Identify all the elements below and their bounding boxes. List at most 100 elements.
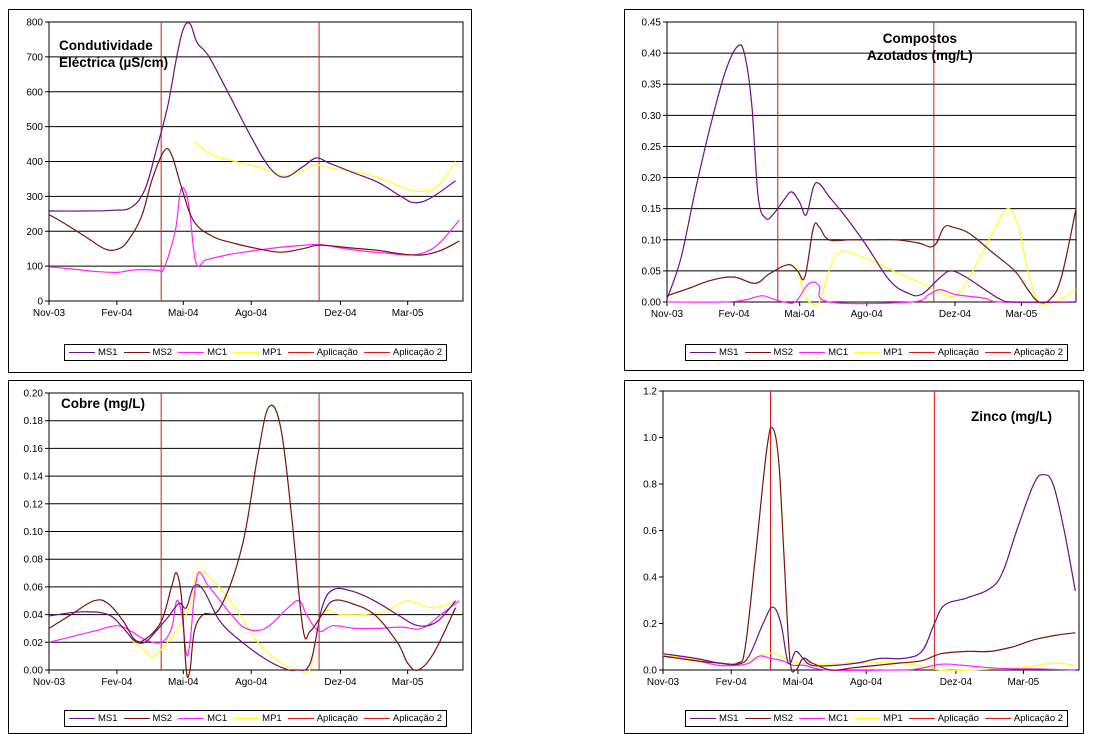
legend-item: MS2 — [123, 347, 172, 358]
chart-title: Cobre (mg/L) — [61, 395, 145, 412]
series-line-mc1 — [662, 655, 1076, 671]
legend-label: Aplicação — [316, 713, 358, 724]
y-tick-label: 0.20 — [24, 389, 44, 400]
legend-label: MS2 — [773, 713, 794, 724]
x-tick-label: Dez-04 — [939, 309, 972, 320]
series-line-ms2 — [48, 404, 457, 678]
x-tick-label: Mai-04 — [783, 677, 814, 688]
plot-area — [48, 392, 464, 671]
chart-title-line-1: Condutividade — [59, 38, 153, 53]
legend-label: MC1 — [207, 347, 228, 358]
legend-label: MP1 — [262, 347, 282, 358]
series-line-mp1 — [662, 652, 1076, 672]
y-tick-label: 0 — [37, 297, 43, 308]
legend-swatch — [799, 352, 826, 353]
y-tick-label: 0.06 — [24, 582, 44, 593]
x-tick-label: Fev-04 — [101, 677, 133, 688]
legend-item: MS1 — [69, 713, 118, 724]
series-line-mp1 — [193, 141, 457, 192]
x-tick-label: Ago-04 — [235, 308, 268, 319]
x-tick-label: Mar-05 — [1005, 309, 1037, 320]
y-tick-label: 1.2 — [643, 387, 657, 398]
y-tick-label: 0.6 — [643, 526, 657, 537]
legend-swatch — [854, 718, 881, 719]
legend-item: MC1 — [799, 347, 848, 358]
x-tick-label: Ago-04 — [850, 677, 883, 688]
y-tick-label: 0.02 — [24, 638, 44, 649]
legend-swatch — [908, 718, 935, 719]
series-line-ms1 — [48, 584, 457, 672]
y-tick-label: 0.25 — [642, 142, 662, 153]
chart-panel-condutividade: 0 100 200 300 400 500 600 700 800 Nov-03 Fev-04 Mai… — [8, 9, 472, 373]
chart-cobre-svg: 0.00 0.02 0.04 0.06 0.08 0.10 0.12 0.14 0.16 0.18… — [24, 389, 464, 688]
series-line-ms2 — [662, 426, 1076, 673]
legend-item: MS1 — [69, 347, 118, 358]
legend-item: MS1 — [690, 347, 739, 358]
legend-label: MS2 — [773, 347, 794, 358]
series-line-ms2 — [48, 147, 460, 256]
chart-title: Condutividade Eléctrica (µS/cm) — [59, 37, 168, 71]
y-tick-label: 0.12 — [24, 499, 44, 510]
x-tick-label: Nov-03 — [33, 677, 66, 688]
legend-item: Aplicação 2 — [984, 347, 1063, 358]
legend-swatch — [123, 352, 150, 353]
series-line-mc1 — [666, 281, 1077, 305]
legend-label: Aplicação — [937, 347, 979, 358]
legend-swatch — [363, 718, 390, 719]
legend-swatch — [908, 352, 935, 353]
legend-swatch — [744, 352, 771, 353]
x-tick-label: Fev-04 — [719, 309, 751, 320]
series-line-ms2 — [666, 208, 1077, 304]
series-line-mc1 — [48, 187, 460, 274]
x-tick-label: Ago-04 — [851, 309, 884, 320]
legend-swatch — [123, 718, 150, 719]
x-tick-label: Nov-03 — [33, 308, 66, 319]
legend-item: MS1 — [690, 713, 739, 724]
chart-title: Zinco (mg/L) — [971, 408, 1052, 425]
legend-label: MS1 — [719, 347, 739, 358]
y-tick-label: 400 — [26, 157, 43, 168]
y-tick-label: 0.40 — [642, 49, 662, 60]
y-tick-label: 700 — [26, 52, 43, 63]
chart-legend: MS1 MS2 MC1 MP1 Aplicação Aplicação 2 — [64, 710, 448, 727]
legend-swatch — [233, 352, 260, 353]
legend-label: MP1 — [262, 713, 282, 724]
legend-label: MC1 — [828, 347, 849, 358]
x-tick-label: Dez-04 — [940, 677, 973, 688]
x-tick-label: Mar-05 — [392, 308, 424, 319]
legend-item: Aplicação — [287, 713, 358, 724]
y-tick-label: 0.2 — [643, 619, 657, 630]
legend-item: MC1 — [799, 713, 848, 724]
legend-label: MC1 — [828, 713, 849, 724]
legend-swatch — [233, 718, 260, 719]
legend-swatch — [984, 352, 1011, 353]
chart-title-line-1: Cobre (mg/L) — [61, 396, 145, 411]
legend-item: Aplicação — [908, 347, 979, 358]
y-tick-label: 300 — [26, 192, 43, 203]
plot-area — [48, 21, 464, 302]
y-tick-label: 0.35 — [642, 80, 662, 91]
legend-item: MS2 — [123, 713, 173, 724]
y-tick-label: 0.15 — [642, 204, 662, 215]
y-tick-label: 0.10 — [642, 235, 662, 246]
legend-label: MS1 — [98, 347, 118, 358]
legend-item: MP1 — [854, 713, 903, 724]
y-tick-label: 0.18 — [24, 416, 44, 427]
x-tick-label: Mai-04 — [784, 309, 815, 320]
legend-swatch — [287, 352, 314, 353]
chart-title-line-2: Azotados (mg/L) — [867, 48, 973, 63]
chart-compostos-svg: 0.00 0.05 0.10 0.15 0.20 0.25 0.30 0.35 0.40 0.45… — [642, 18, 1077, 320]
y-tick-label: 0.16 — [24, 444, 44, 455]
legend-swatch — [287, 718, 314, 719]
x-tick-label: Dez-04 — [324, 308, 357, 319]
legend-label: MS2 — [152, 713, 173, 724]
chart-zinco-svg: 0.0 0.2 0.4 0.6 0.8 1.0 1.2 Nov-03 Fev-04 Mai-04 A… — [643, 387, 1080, 688]
y-tick-label: 0.20 — [642, 173, 662, 184]
y-tick-label: 0.08 — [24, 555, 44, 566]
plot-area — [666, 21, 1077, 303]
legend-item: MC1 — [178, 713, 227, 724]
x-tick-label: Fev-04 — [101, 308, 133, 319]
series-line-mp1 — [796, 208, 1077, 306]
legend-swatch — [799, 718, 826, 719]
legend-item: MS2 — [744, 347, 794, 358]
